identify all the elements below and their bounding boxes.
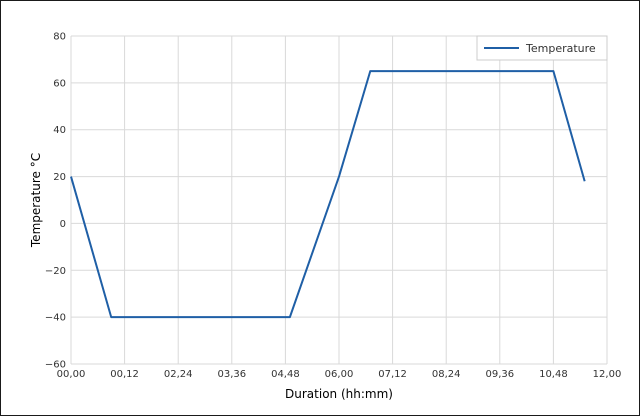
y-tick-label: 60 <box>53 78 66 89</box>
y-tick-label: 80 <box>53 32 66 43</box>
x-axis-title: Duration (hh:mm) <box>285 387 393 401</box>
x-tick-label: 08,24 <box>432 369 461 380</box>
y-tick-label: −20 <box>45 266 66 277</box>
y-axis-title: Temperature °C <box>29 153 43 248</box>
legend-entry-temperature: Temperature <box>525 42 596 55</box>
series-layer <box>70 70 586 319</box>
y-tick-labels: −60 −40 −20 0 20 40 60 80 <box>45 32 66 371</box>
y-tick-label: −40 <box>45 313 66 324</box>
x-tick-labels: 00,00 00,12 02,24 03,36 04,48 06,00 07,12 08,24… <box>57 369 622 380</box>
series-line-temperature <box>70 70 586 319</box>
y-tick-label: 0 <box>60 219 66 230</box>
y-tick-label: −60 <box>45 360 66 371</box>
y-tick-label: 40 <box>53 125 66 136</box>
y-tick-label: 20 <box>53 172 66 183</box>
x-tick-label: 10,48 <box>539 369 568 380</box>
x-tick-label: 09,36 <box>485 369 514 380</box>
x-tick-label: 02,24 <box>164 369 193 380</box>
x-tick-label: 07,12 <box>378 369 407 380</box>
x-tick-label: 00,12 <box>110 369 139 380</box>
x-tick-label: 00,00 <box>57 369 86 380</box>
legend: Temperature <box>476 35 608 61</box>
x-tick-label: 04,48 <box>271 369 300 380</box>
x-tick-label: 12,00 <box>593 369 622 380</box>
x-tick-label: 03,36 <box>217 369 246 380</box>
x-gridlines <box>70 36 608 364</box>
x-tick-label: 06,00 <box>325 369 354 380</box>
